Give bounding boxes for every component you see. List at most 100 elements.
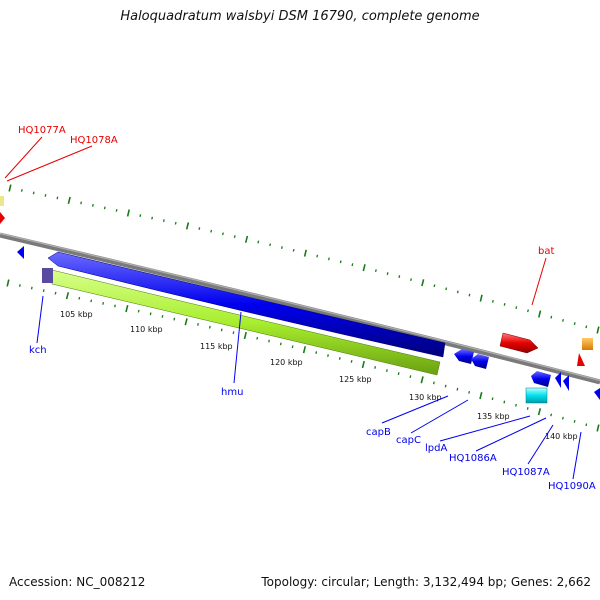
outer-ring-minor-tick [339,260,342,264]
outer-ring-minor-tick [374,269,377,273]
leader-hq1087a [527,424,554,465]
outer-ring-minor-tick [550,315,553,319]
scale-label-115: 115 kbp [200,342,233,351]
hmu-feature-bar [51,269,441,376]
inner-ring-minor-tick [561,416,564,420]
inner-ring-minor-tick [444,384,447,388]
gene-blue-lpda [531,371,551,387]
outer-ring-major-tick [479,294,483,302]
inner-ring-minor-tick [526,407,529,410]
outer-ring-minor-tick [269,243,272,247]
outer-ring-major-tick [362,264,366,272]
gene-label-hq1078a: HQ1078A [70,135,118,146]
outer-ring-minor-tick [573,322,576,326]
inner-ring-minor-tick [350,360,353,363]
gene-cyan [525,387,548,404]
outer-ring-major-tick [67,196,71,204]
inner-ring-minor-tick [78,296,81,300]
inner-ring-minor-tick [409,375,412,379]
outer-ring-minor-tick [316,254,319,258]
inner-ring-minor-tick [173,317,176,321]
inner-ring-minor-tick [220,328,223,332]
inner-ring-minor-tick [515,403,517,407]
leader-capc [410,399,469,434]
outer-ring-major-tick [126,209,130,217]
scale-label-125: 125 kbp [339,375,372,384]
genome-stats-text: Topology: circular; Length: 3,132,494 bp… [261,575,591,589]
inner-ring-minor-tick [102,301,105,305]
scale-label-130: 130 kbp [409,393,442,402]
inner-ring-major-tick [596,424,600,432]
leader-capb [381,395,449,424]
inner-ring-minor-tick [468,390,471,394]
gene-label-hmu: hmu [221,387,243,398]
inner-ring-minor-tick [149,312,152,316]
gene-yellow-left-edge [0,196,4,206]
inner-ring-minor-tick [208,325,211,329]
gene-small-blue-left [17,246,24,259]
outer-ring-major-tick [244,235,249,243]
inner-ring-major-tick [361,360,365,369]
leader-hmu [233,311,242,384]
gene-label-capc: capC [396,435,421,446]
outer-ring-minor-tick [468,293,471,297]
leader-bat [531,257,547,306]
outer-ring-minor-tick [221,232,224,236]
inner-ring-minor-tick [374,366,377,369]
outer-ring-minor-tick [233,235,236,238]
inner-ring-minor-tick [550,413,553,417]
inner-ring-minor-tick [432,381,435,385]
gene-label-lpda: lpdA [425,443,447,454]
gene-blue-hq1086a [555,372,561,388]
outer-ring-minor-tick [327,257,330,261]
outer-ring-minor-tick [151,216,154,220]
outer-ring-minor-tick [32,191,35,195]
scale-label-140: 140 kbp [545,432,578,441]
outer-ring-minor-tick [257,240,260,244]
gene-label-hq1087a: HQ1087A [502,467,550,478]
outer-ring-minor-tick [292,248,295,252]
gene-label-hq1077a: HQ1077A [18,125,66,136]
gene-red-left-edge [0,212,5,224]
outer-ring-minor-tick [351,263,354,267]
inner-ring-minor-tick [137,309,140,313]
outer-ring-minor-tick [410,278,412,282]
inner-tick-ring [6,279,600,432]
outer-ring-minor-tick [491,299,494,303]
inner-ring-minor-tick [573,420,576,423]
scale-label-110: 110 kbp [130,325,163,334]
outer-ring-minor-tick [280,246,283,249]
inner-ring-minor-tick [30,286,33,290]
leader-hq1086a [475,417,547,452]
outer-ring-minor-tick [515,306,518,310]
outer-ring-minor-tick [91,203,94,207]
inner-ring-major-tick [302,346,307,354]
inner-ring-minor-tick [268,339,270,343]
outer-ring-major-tick [596,326,600,334]
gene-blue-right-edge [594,388,600,400]
outer-ring-minor-tick [174,221,177,225]
gene-blue-capb [454,349,474,364]
scale-label-120: 120 kbp [270,358,303,367]
gene-label-bat: bat [538,246,554,257]
inner-ring-minor-tick [491,397,494,401]
inner-ring-minor-tick [327,354,329,357]
outer-ring-minor-tick [398,275,401,279]
inner-ring-minor-tick [54,291,57,295]
outer-ring-minor-tick [139,214,142,217]
outer-ring-major-tick [8,184,12,192]
inner-ring-minor-tick [232,331,235,335]
outer-ring-minor-tick [433,284,436,288]
outer-ring-major-tick [185,222,190,230]
outer-ring-minor-tick [20,189,23,192]
inner-ring-minor-tick [161,315,164,318]
gene-red-small-right [577,353,585,366]
outer-ring-minor-tick [103,206,106,210]
inner-ring-minor-tick [456,387,459,391]
outer-ring-minor-tick [80,201,83,205]
gene-label-capb: capB [366,427,391,438]
kch-gene-box [42,268,53,283]
inner-ring-major-tick [125,305,129,313]
accession-text: Accession: NC_008212 [9,575,146,589]
